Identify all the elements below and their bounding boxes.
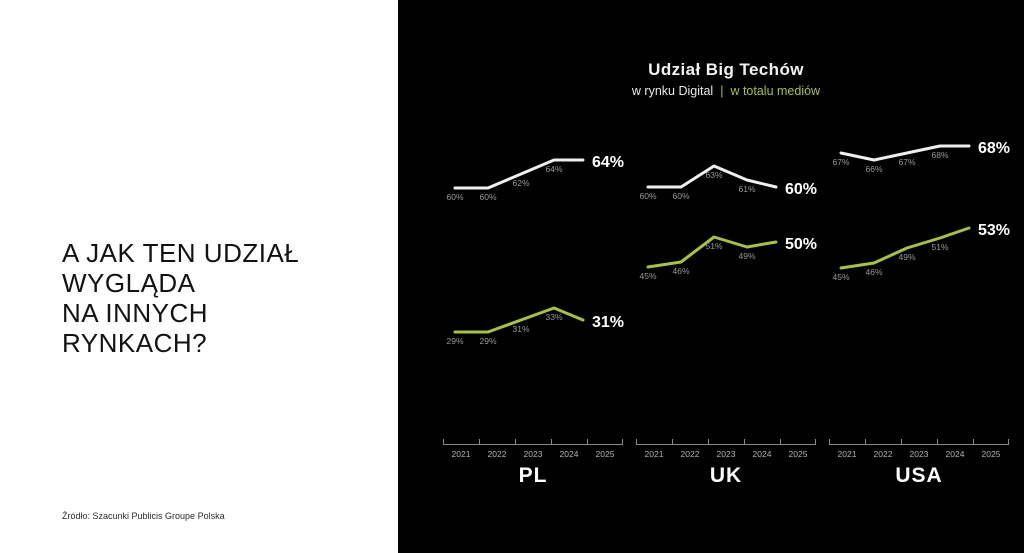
year-label: 2021 xyxy=(451,449,471,459)
axis-tick xyxy=(551,439,552,445)
chart-title: Udział Big Techów xyxy=(648,60,804,79)
x-axis xyxy=(829,439,1009,445)
total-line xyxy=(839,226,971,270)
year-label: 2025 xyxy=(788,449,808,459)
final-value-label: 64% xyxy=(592,154,624,171)
chart-uk: 60% 60% 63% 61% 60% 45% 46% 51% 49% 50% 2021 2022 20… xyxy=(636,130,828,530)
headline-line: NA INNYCH xyxy=(62,298,209,328)
data-point-label: 64% xyxy=(545,164,562,174)
axis-tick xyxy=(829,439,830,445)
axis-tick xyxy=(937,439,938,445)
headline-line: RYNKACH? xyxy=(62,328,208,358)
data-point-label: 62% xyxy=(512,178,529,188)
data-point-label: 68% xyxy=(931,150,948,160)
axis-tick xyxy=(443,439,444,445)
data-point-label: 33% xyxy=(545,312,562,322)
year-label: 2025 xyxy=(981,449,1001,459)
country-label-pl: PL xyxy=(518,464,548,487)
year-labels: 2021 2022 2023 2024 2025 xyxy=(443,449,623,459)
axis-tick xyxy=(1008,439,1009,445)
chart-lines-usa: 67% 66% 67% 68% 68% 45% 46% 49% 51% 53% xyxy=(832,140,1010,282)
axis-tick xyxy=(973,439,974,445)
year-labels: 2021 2022 2023 2024 2025 xyxy=(829,449,1009,459)
final-value-label: 60% xyxy=(785,181,817,198)
data-point-label: 29% xyxy=(479,336,496,346)
axis-tick xyxy=(815,439,816,445)
year-label: 2024 xyxy=(559,449,579,459)
year-label: 2023 xyxy=(523,449,543,459)
data-point-label: 67% xyxy=(898,157,915,167)
legend-total-label: w totalu mediów xyxy=(730,84,821,98)
digital-line xyxy=(453,158,585,190)
country-label-usa: USA xyxy=(895,464,943,487)
year-label: 2023 xyxy=(909,449,929,459)
chart-pl: 60% 60% 62% 64% 64% 29% 29% 31% 33% 31% 2021 2022 20… xyxy=(443,130,635,530)
final-value-label: 50% xyxy=(785,236,817,253)
year-label: 2021 xyxy=(837,449,857,459)
legend-digital-label: w rynku Digital xyxy=(631,84,714,98)
year-label: 2024 xyxy=(752,449,772,459)
data-point-label: 49% xyxy=(738,251,755,261)
year-label: 2022 xyxy=(487,449,507,459)
data-point-label: 45% xyxy=(639,271,656,281)
data-point-label: 60% xyxy=(672,191,689,201)
year-label: 2021 xyxy=(644,449,664,459)
year-label: 2022 xyxy=(873,449,893,459)
chart-header: Udział Big Techów w rynku Digital | w tota… xyxy=(443,60,1009,98)
data-point-label: 60% xyxy=(639,191,656,201)
data-point-label: 51% xyxy=(931,242,948,252)
data-point-label: 29% xyxy=(446,336,463,346)
data-point-label: 46% xyxy=(672,266,689,276)
total-line xyxy=(646,235,778,269)
data-point-label: 45% xyxy=(832,272,849,282)
data-point-label: 46% xyxy=(865,267,882,277)
year-label: 2025 xyxy=(595,449,615,459)
data-point-label: 31% xyxy=(512,324,529,334)
chart-legend: w rynku Digital | w totalu mediów xyxy=(443,84,1009,98)
year-label: 2022 xyxy=(680,449,700,459)
axis-tick xyxy=(901,439,902,445)
data-point-label: 66% xyxy=(865,164,882,174)
chart-usa: 67% 66% 67% 68% 68% 45% 46% 49% 51% 53% 2021 2022 20… xyxy=(829,130,1021,530)
data-point-label: 63% xyxy=(705,170,722,180)
digital-line xyxy=(839,144,971,162)
axis-tick xyxy=(708,439,709,445)
year-label: 2023 xyxy=(716,449,736,459)
data-point-label: 61% xyxy=(738,184,755,194)
headline-line: A JAK TEN UDZIAŁ xyxy=(62,238,300,268)
axis-tick xyxy=(587,439,588,445)
total-line xyxy=(453,306,585,334)
country-label-uk: UK xyxy=(709,464,743,487)
data-point-label: 60% xyxy=(446,192,463,202)
slide-headline: A JAK TEN UDZIAŁ WYGLĄDA NA INNYCH RYNKA… xyxy=(62,238,299,358)
data-point-label: 60% xyxy=(479,192,496,202)
year-label: 2024 xyxy=(945,449,965,459)
axis-tick xyxy=(865,439,866,445)
axis-tick xyxy=(622,439,623,445)
axis-tick xyxy=(515,439,516,445)
x-axis xyxy=(443,439,623,445)
axis-tick xyxy=(780,439,781,445)
axis-tick xyxy=(744,439,745,445)
chart-lines-pl: 60% 60% 62% 64% 64% 29% 29% 31% 33% 31% xyxy=(446,154,624,346)
data-point-label: 67% xyxy=(832,157,849,167)
axis-tick xyxy=(479,439,480,445)
x-axis xyxy=(636,439,816,445)
year-labels: 2021 2022 2023 2024 2025 xyxy=(636,449,816,459)
axis-tick xyxy=(672,439,673,445)
data-point-label: 51% xyxy=(705,241,722,251)
source-note: Źródło: Szacunki Publicis Groupe Polska xyxy=(62,511,225,521)
final-value-label: 31% xyxy=(592,314,624,331)
headline-line: WYGLĄDA xyxy=(62,268,196,298)
data-point-label: 49% xyxy=(898,252,915,262)
final-value-label: 68% xyxy=(978,140,1010,157)
final-value-label: 53% xyxy=(978,222,1010,239)
digital-line xyxy=(646,164,778,189)
left-panel: A JAK TEN UDZIAŁ WYGLĄDA NA INNYCH RYNKA… xyxy=(0,0,398,553)
chart-lines-uk: 60% 60% 63% 61% 60% 45% 46% 51% 49% 50% xyxy=(639,164,817,281)
axis-tick xyxy=(636,439,637,445)
legend-divider: | xyxy=(720,84,724,98)
